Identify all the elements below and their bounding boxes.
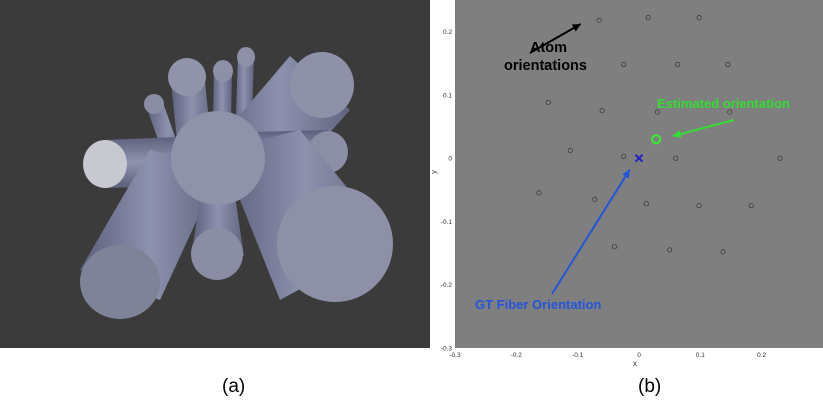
- atom-orientation-point: [696, 15, 702, 21]
- annotation-arrow-line: [672, 119, 735, 138]
- y-tick-label: 0.2: [443, 29, 452, 36]
- annotation-text: orientations: [504, 58, 587, 74]
- x-tick-label: -0.1: [572, 352, 584, 359]
- atom-orientation-point: [567, 148, 573, 154]
- atom-orientation-point: [696, 203, 702, 209]
- atom-orientation-point: [592, 196, 598, 202]
- gt-fiber-annotation: GT Fiber Orientation: [475, 169, 631, 312]
- atom-orientations-annotation: Atom orientations: [504, 23, 587, 74]
- y-tick-label: 0.1: [443, 92, 452, 99]
- x-tick-label: -0.3: [449, 352, 461, 359]
- annotation-text: Atom: [530, 40, 567, 56]
- x-tick-label: 0.1: [696, 352, 705, 359]
- x-axis-ticks: -0.3 -0.2 -0.1 0 0.1 0.2: [449, 352, 766, 359]
- atom-orientation-point: [621, 61, 627, 68]
- estimated-orientation-annotation: Estimated orientation: [657, 96, 790, 138]
- x-axis-label: x: [633, 359, 637, 368]
- caption-b: (b): [638, 376, 662, 397]
- y-axis-label: y: [432, 170, 438, 174]
- cylinders-svg: [80, 47, 393, 319]
- atom-orientation-point: [720, 249, 726, 255]
- annotation-arrow-line: [551, 169, 631, 295]
- y-axis-ticks: 0.2 0.1 0 -0.1 -0.2 -0.3: [441, 29, 453, 352]
- annotation-arrow-head: [672, 130, 682, 138]
- annotations: Atom orientations Estimated orientation GT …: [475, 23, 790, 312]
- atom-orientation-point: [599, 108, 605, 114]
- orientation-scatter-chart: -0.3 -0.2 -0.1 0 0.1 0.2 0.20.10-0.1-0.2-0.3 …: [429, 0, 823, 368]
- cylinder-center: [171, 111, 265, 205]
- orientation-scatter-panel: -0.3 -0.2 -0.1 0 0.1 0.2 0.2 0.1 0 -0.1 -0.2 -0.3 …: [429, 0, 823, 404]
- annotation-text: GT Fiber Orientation: [475, 297, 601, 312]
- atom-orientation-point: [673, 155, 679, 161]
- atom-orientation-point: [645, 15, 651, 21]
- annotation-arrow-head: [571, 24, 581, 32]
- y-tick-label: -0.2: [441, 282, 453, 289]
- atom-orientation-point: [611, 244, 618, 250]
- estimated-orientation-marker: [651, 134, 662, 145]
- atom-orientation-point: [727, 109, 733, 115]
- atom-orientation-point: [545, 99, 551, 106]
- x-tick-label: -0.2: [511, 352, 523, 359]
- atom-orientation-point: [654, 109, 660, 115]
- annotation-text: Estimated orientation: [657, 96, 790, 111]
- annotation-arrow-head: [622, 169, 630, 179]
- atom-orientation-point: [777, 155, 783, 161]
- x-tick-label: 0.2: [757, 352, 766, 359]
- gt-fiber-marker: [634, 153, 644, 163]
- atom-orientation-point: [596, 17, 602, 23]
- fiber-cylinders-render: [0, 0, 430, 348]
- atom-orientation-point: [748, 203, 754, 209]
- atom-orientation-point: [536, 190, 542, 196]
- atom-orientation-point: [643, 201, 649, 207]
- atom-orientation-point: [544, 61, 550, 68]
- y-tick-label: -0.1: [441, 219, 453, 226]
- annotation-arrow-line: [529, 23, 582, 54]
- atom-orientation-point: [675, 61, 681, 68]
- caption-a: (a): [222, 376, 246, 397]
- x-tick-label: 0: [637, 352, 641, 359]
- plot-area: [455, 0, 823, 348]
- data-points: [536, 15, 783, 255]
- y-tick-label: -0.3: [441, 346, 453, 353]
- atom-orientation-point: [725, 61, 731, 68]
- y-tick-label: 0: [448, 156, 452, 163]
- atom-orientation-point: [667, 247, 673, 253]
- atom-orientation-point: [621, 153, 627, 159]
